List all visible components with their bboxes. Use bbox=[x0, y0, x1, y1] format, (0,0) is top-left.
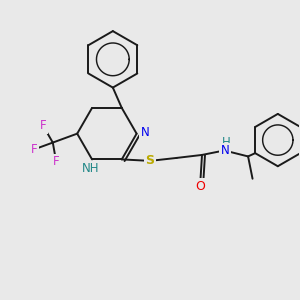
Text: O: O bbox=[196, 180, 206, 193]
Text: N: N bbox=[220, 144, 229, 157]
Text: NH: NH bbox=[82, 162, 99, 176]
Text: F: F bbox=[53, 155, 59, 168]
Text: F: F bbox=[31, 143, 38, 156]
Text: S: S bbox=[146, 154, 154, 167]
Text: N: N bbox=[141, 126, 149, 139]
Text: F: F bbox=[40, 119, 46, 132]
Text: H: H bbox=[221, 136, 230, 149]
